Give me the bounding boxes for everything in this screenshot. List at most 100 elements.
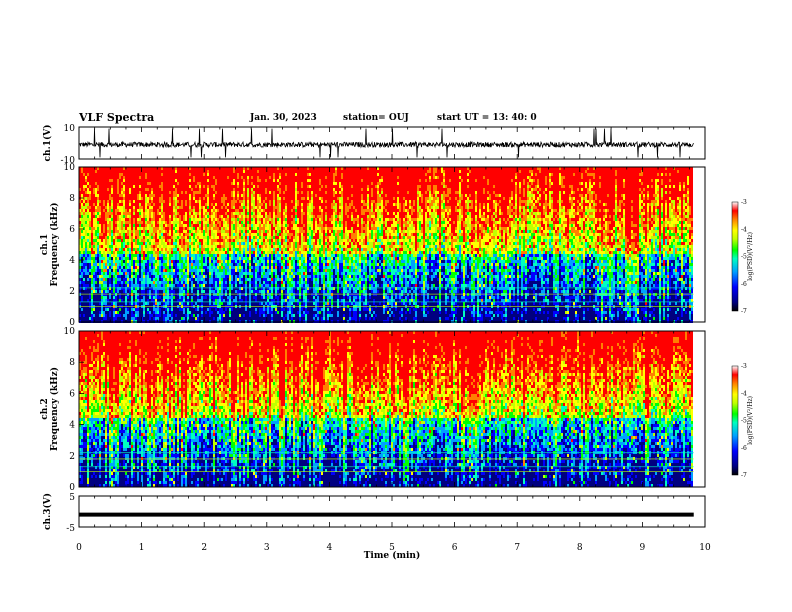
spectrogram-cell — [213, 236, 215, 239]
spectrogram-cell — [229, 200, 231, 203]
spectrogram-cell — [267, 302, 269, 305]
spectrogram-cell — [115, 206, 117, 209]
spectrogram-cell — [257, 194, 259, 197]
spectrogram-cell — [249, 170, 251, 173]
spectrogram-cell — [171, 269, 173, 272]
spectrogram-cell — [159, 176, 161, 179]
spectrogram-cell — [95, 173, 97, 176]
spectrogram-cell — [255, 284, 257, 287]
spectrogram-cell — [249, 191, 251, 194]
spectrogram-cell — [203, 176, 205, 179]
spectrogram-cell — [169, 287, 171, 290]
spectrogram-cell — [153, 317, 155, 320]
spectrogram-cell — [201, 281, 203, 284]
spectrogram-cell — [215, 275, 217, 278]
spectrogram-cell — [189, 188, 191, 191]
spectrogram-cell — [257, 236, 259, 239]
spectrogram-cell — [193, 200, 195, 203]
spectrogram-cell — [101, 308, 103, 311]
spectrogram-cell — [153, 188, 155, 191]
spectrogram-cell — [251, 191, 253, 194]
spectrogram-cell — [225, 221, 227, 224]
spectrogram-cell — [109, 200, 111, 203]
spectrogram-cell — [83, 173, 85, 176]
spectrogram-cell — [151, 308, 153, 311]
spectrogram-cell — [105, 302, 107, 305]
spectrogram-cell — [177, 239, 179, 242]
spectrogram-cell — [163, 212, 165, 215]
spectrogram-cell — [169, 254, 171, 257]
spectrogram-cell — [267, 254, 269, 257]
spectrogram-cell — [219, 203, 221, 206]
spectrogram-cell — [99, 194, 101, 197]
spectrogram-cell — [201, 182, 203, 185]
spectrogram-cell — [173, 194, 175, 197]
spectrogram-cell — [151, 263, 153, 266]
spectrogram-cell — [147, 281, 149, 284]
spectrogram-cell — [217, 242, 219, 245]
spectrogram-cell — [267, 203, 269, 206]
spectrogram-cell — [159, 245, 161, 248]
spectrogram-cell — [137, 221, 139, 224]
spectrogram-cell — [181, 275, 183, 278]
spectrogram-cell — [121, 227, 123, 230]
spectrogram-cell — [191, 296, 193, 299]
spectrogram-cell — [201, 203, 203, 206]
spectrogram-cell — [219, 221, 221, 224]
spectrogram-cell — [173, 317, 175, 320]
spectrogram-cell — [225, 233, 227, 236]
spectrogram-cell — [165, 218, 167, 221]
spectrogram-cell — [239, 302, 241, 305]
spectrogram-cell — [121, 224, 123, 227]
spectrogram-cell — [211, 188, 213, 191]
spectrogram-cell — [191, 200, 193, 203]
spectrogram-cell — [199, 218, 201, 221]
spectrogram-cell — [183, 251, 185, 254]
spectrogram-cell — [103, 260, 105, 263]
spectrogram-cell — [89, 197, 91, 200]
spectrogram-cell — [241, 212, 243, 215]
spectrogram-cell — [177, 170, 179, 173]
spectrogram-cell — [101, 170, 103, 173]
spectrogram-cell — [249, 290, 251, 293]
spectrogram-cell — [95, 317, 97, 320]
spectrogram-cell — [127, 215, 129, 218]
spectrogram-cell — [195, 263, 197, 266]
spectrogram-cell — [85, 260, 87, 263]
spectrogram-cell — [265, 272, 267, 275]
spectrogram-cell — [95, 257, 97, 260]
spectrogram-cell — [175, 212, 177, 215]
spectrogram-cell — [185, 308, 187, 311]
spectrogram-cell — [145, 170, 147, 173]
spectrogram-cell — [83, 203, 85, 206]
spectrogram-cell — [85, 215, 87, 218]
spectrogram-cell — [253, 266, 255, 269]
spectrogram-cell — [173, 191, 175, 194]
spectrogram-cell — [103, 275, 105, 278]
spectrogram-cell — [147, 269, 149, 272]
spectrogram-cell — [143, 245, 145, 248]
spectrogram-cell — [207, 206, 209, 209]
spectrogram-cell — [221, 227, 223, 230]
spectrogram-cell — [261, 314, 263, 317]
spectrogram-cell — [263, 209, 265, 212]
spectrogram-cell — [209, 254, 211, 257]
spectrogram-cell — [213, 194, 215, 197]
spectrogram-cell — [85, 281, 87, 284]
spectrogram-cell — [137, 224, 139, 227]
spectrogram-cell — [167, 317, 169, 320]
spectrogram-cell — [243, 314, 245, 317]
spectrogram-cell — [165, 206, 167, 209]
spectrogram-cell — [247, 251, 249, 254]
spectrogram-cell — [171, 170, 173, 173]
spectrogram-cell — [149, 308, 151, 311]
spectrogram-cell — [155, 173, 157, 176]
spectrogram-cell — [187, 278, 189, 281]
spectrogram-cell — [181, 194, 183, 197]
spectrogram-cell — [137, 191, 139, 194]
spectrogram-cell — [87, 209, 89, 212]
spectrogram-cell — [135, 284, 137, 287]
spectrogram-cell — [129, 275, 131, 278]
spectrogram-cell — [91, 206, 93, 209]
spectrogram-cell — [251, 239, 253, 242]
